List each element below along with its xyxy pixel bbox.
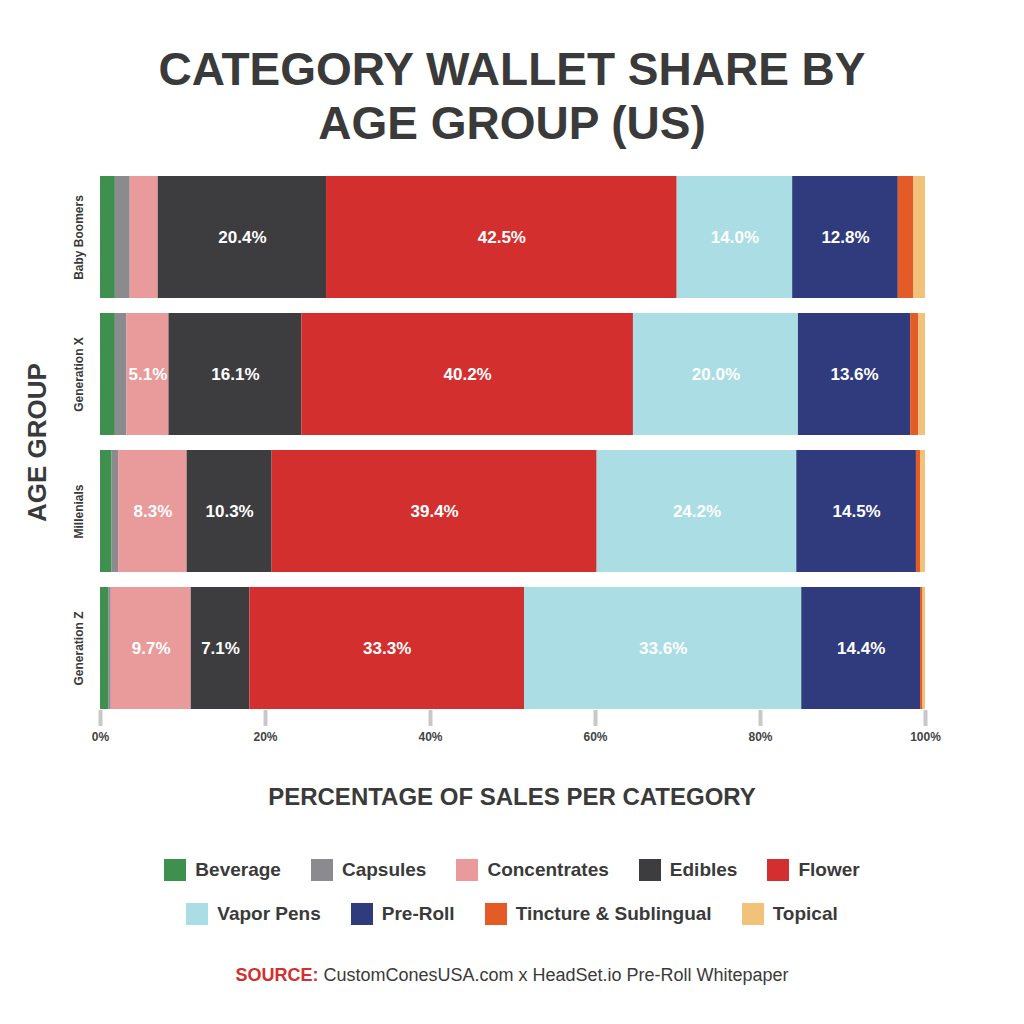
svg-text:16.1%: 16.1% — [211, 365, 259, 384]
html-text:Flower: Flower — [798, 859, 860, 880]
svg-text:5.1%: 5.1% — [129, 365, 168, 384]
svg-text:Generation X: Generation X — [72, 337, 86, 412]
svg-text:Generation Z: Generation Z — [72, 611, 86, 685]
html-text:Concentrates: Concentrates — [487, 859, 609, 880]
svg-text:20.4%: 20.4% — [218, 228, 266, 247]
svg-text:10.3%: 10.3% — [206, 502, 254, 521]
svg-text:20%: 20% — [253, 730, 277, 744]
svg-text:8.3%: 8.3% — [134, 502, 173, 521]
svg-text:9.7%: 9.7% — [132, 639, 171, 658]
svg-text:39.4%: 39.4% — [411, 502, 459, 521]
svg-text:100%: 100% — [910, 730, 941, 744]
svg-text:40%: 40% — [418, 730, 442, 744]
svg-text:40.2%: 40.2% — [444, 365, 492, 384]
html-text:Vapor Pens: Vapor Pens — [217, 903, 321, 924]
html-text:PERCENTAGE OF SALES PER CATEGO: PERCENTAGE OF SALES PER CATEGORY — [268, 783, 756, 810]
svg-text:60%: 60% — [583, 730, 607, 744]
html-text:Edibles: Edibles — [669, 859, 738, 880]
html-text:Capsules: Capsules — [341, 859, 427, 880]
html-text:Beverage: Beverage — [195, 859, 281, 880]
svg-text:7.1%: 7.1% — [201, 639, 240, 658]
html-text:Pre-Roll: Pre-Roll — [381, 903, 455, 924]
svg-text:20.0%: 20.0% — [692, 365, 740, 384]
svg-text:Baby Boomers: Baby Boomers — [72, 195, 86, 280]
svg-text:14.5%: 14.5% — [833, 502, 881, 521]
svg-text:33.6%: 33.6% — [639, 639, 687, 658]
svg-text:42.5%: 42.5% — [478, 228, 526, 247]
html-text:Topical: Topical — [772, 903, 838, 924]
html-text:AGE GROUP: AGE GROUP — [22, 363, 52, 522]
svg-text:80%: 80% — [748, 730, 772, 744]
svg-text:13.6%: 13.6% — [830, 365, 878, 384]
html-text:Tincture & Sublingual: Tincture & Sublingual — [515, 903, 712, 924]
html-text:SOURCE: CustomConesUSA.com x H: SOURCE: CustomConesUSA.com x HeadSet.io … — [235, 965, 789, 985]
svg-text:24.2%: 24.2% — [673, 502, 721, 521]
svg-text:14.0%: 14.0% — [711, 228, 759, 247]
svg-text:0%: 0% — [92, 730, 110, 744]
svg-text:14.4%: 14.4% — [837, 639, 885, 658]
svg-text:33.3%: 33.3% — [363, 639, 411, 658]
html-text:CATEGORY WALLET SHARE BY AGE G: CATEGORY WALLET SHARE BY AGE GROUP (US) — [158, 43, 866, 149]
svg-text:12.8%: 12.8% — [821, 228, 869, 247]
svg-text:Millenials: Millenials — [72, 484, 86, 538]
